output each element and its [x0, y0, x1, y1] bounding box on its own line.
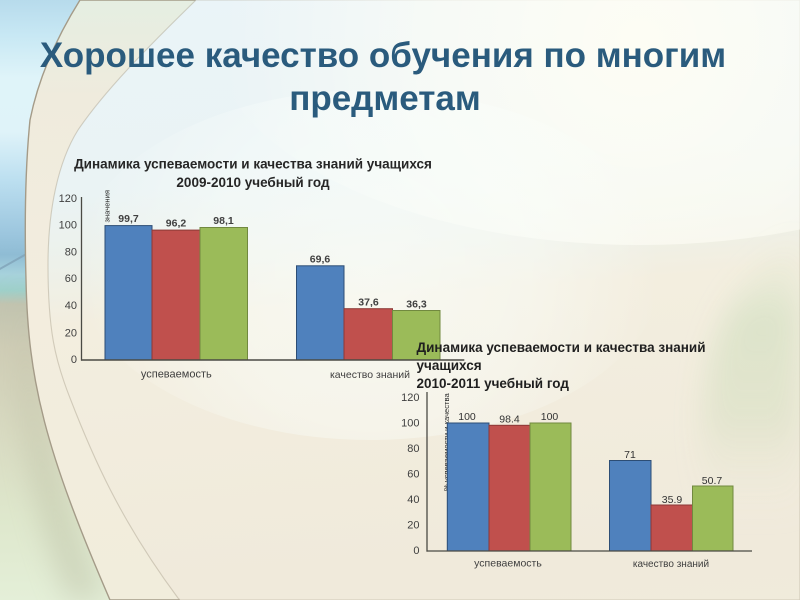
- svg-text:0: 0: [413, 545, 419, 557]
- svg-text:20: 20: [407, 519, 419, 531]
- svg-text:% успеваемости и качества: % успеваемости и качества: [442, 393, 451, 491]
- svg-text:120: 120: [401, 392, 419, 404]
- svg-text:Хорошее качество обучения по м: Хорошее качество обучения по многим: [40, 36, 726, 75]
- svg-text:Динамика успеваемости и качест: Динамика успеваемости и качества знаний: [417, 340, 706, 355]
- svg-text:96,2: 96,2: [166, 218, 187, 230]
- svg-text:40: 40: [407, 494, 419, 506]
- svg-text:100: 100: [458, 411, 476, 423]
- svg-text:100: 100: [59, 220, 77, 232]
- svg-text:71: 71: [624, 449, 636, 461]
- svg-text:60: 60: [407, 468, 419, 480]
- svg-text:50.7: 50.7: [702, 475, 723, 487]
- svg-text:20: 20: [65, 328, 77, 340]
- svg-text:80: 80: [407, 443, 419, 455]
- svg-text:100: 100: [401, 417, 419, 429]
- svg-text:99,7: 99,7: [118, 213, 139, 225]
- svg-text:качество знаний: качество знаний: [633, 559, 709, 570]
- svg-text:успеваемость: успеваемость: [474, 558, 542, 570]
- svg-text:предметам: предметам: [289, 79, 481, 118]
- svg-text:98,1: 98,1: [213, 215, 234, 227]
- svg-text:2009-2010 учебный год: 2009-2010 учебный год: [176, 175, 330, 190]
- svg-text:60: 60: [65, 273, 77, 285]
- svg-text:значения: значения: [103, 190, 112, 222]
- svg-text:35.9: 35.9: [662, 494, 683, 506]
- svg-text:2010-2011 учебный год: 2010-2011 учебный год: [417, 376, 570, 391]
- svg-text:40: 40: [65, 300, 77, 312]
- svg-text:успеваемость: успеваемость: [141, 369, 212, 381]
- svg-text:69,6: 69,6: [310, 254, 331, 266]
- svg-text:36,3: 36,3: [406, 298, 427, 310]
- svg-text:98.4: 98.4: [499, 414, 520, 426]
- svg-text:120: 120: [59, 193, 77, 205]
- svg-text:Динамика успеваемости и качест: Динамика успеваемости и качества знаний …: [74, 156, 432, 171]
- svg-text:0: 0: [71, 354, 77, 366]
- svg-text:100: 100: [541, 411, 559, 423]
- svg-text:качество знаний: качество знаний: [330, 369, 410, 381]
- svg-text:80: 80: [65, 247, 77, 259]
- svg-text:37,6: 37,6: [358, 297, 379, 309]
- svg-text:учащихся: учащихся: [417, 358, 482, 373]
